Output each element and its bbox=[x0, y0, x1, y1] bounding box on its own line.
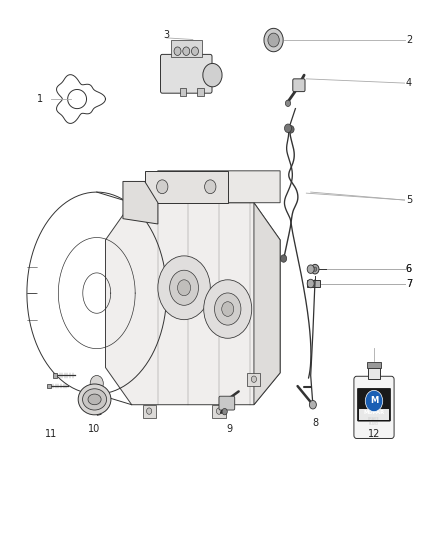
Text: 3: 3 bbox=[163, 30, 170, 41]
Text: 2: 2 bbox=[406, 35, 412, 45]
FancyBboxPatch shape bbox=[219, 396, 235, 410]
Text: BRAKE
FLUID: BRAKE FLUID bbox=[368, 417, 380, 426]
Ellipse shape bbox=[88, 394, 101, 405]
Bar bbox=[46, 384, 51, 388]
Circle shape bbox=[174, 47, 181, 55]
Bar bbox=[247, 373, 261, 386]
Text: 8: 8 bbox=[312, 418, 318, 429]
Text: 5: 5 bbox=[406, 195, 412, 205]
Circle shape bbox=[204, 280, 252, 338]
Text: 4: 4 bbox=[406, 78, 412, 88]
Circle shape bbox=[281, 255, 287, 262]
Circle shape bbox=[311, 264, 319, 274]
Text: 12: 12 bbox=[368, 429, 380, 439]
Polygon shape bbox=[106, 203, 280, 405]
Circle shape bbox=[156, 180, 168, 193]
Circle shape bbox=[170, 270, 198, 305]
Circle shape bbox=[191, 47, 198, 55]
Text: 11: 11 bbox=[45, 429, 57, 439]
Text: 10: 10 bbox=[88, 424, 101, 434]
FancyBboxPatch shape bbox=[160, 54, 212, 93]
Circle shape bbox=[313, 267, 317, 271]
Ellipse shape bbox=[78, 384, 111, 415]
Circle shape bbox=[286, 100, 290, 107]
Circle shape bbox=[365, 390, 383, 411]
Bar bbox=[180, 88, 186, 96]
Ellipse shape bbox=[82, 389, 106, 410]
Circle shape bbox=[307, 279, 314, 288]
Polygon shape bbox=[145, 171, 228, 203]
Circle shape bbox=[288, 126, 294, 133]
Polygon shape bbox=[132, 171, 280, 203]
FancyBboxPatch shape bbox=[293, 79, 305, 92]
Bar bbox=[212, 405, 226, 418]
Text: 7: 7 bbox=[406, 279, 412, 288]
Circle shape bbox=[251, 376, 257, 382]
Circle shape bbox=[264, 28, 283, 52]
Circle shape bbox=[285, 124, 291, 133]
Text: 1: 1 bbox=[37, 94, 43, 104]
Bar bbox=[143, 405, 155, 418]
Circle shape bbox=[216, 408, 222, 414]
Bar bbox=[197, 88, 204, 96]
Bar bbox=[307, 280, 320, 287]
Text: 9: 9 bbox=[227, 424, 233, 434]
Text: 7: 7 bbox=[406, 279, 412, 288]
FancyBboxPatch shape bbox=[354, 376, 394, 439]
Circle shape bbox=[203, 63, 222, 87]
Bar bbox=[53, 373, 57, 377]
Polygon shape bbox=[123, 181, 158, 224]
Text: M: M bbox=[370, 397, 378, 406]
Circle shape bbox=[222, 302, 234, 317]
Circle shape bbox=[307, 265, 314, 273]
Circle shape bbox=[215, 293, 241, 325]
Bar bbox=[359, 409, 389, 419]
Circle shape bbox=[177, 280, 191, 296]
Text: 6: 6 bbox=[406, 264, 412, 274]
Text: MOPAR: MOPAR bbox=[364, 410, 385, 415]
Circle shape bbox=[183, 47, 190, 55]
Circle shape bbox=[158, 256, 210, 320]
Circle shape bbox=[205, 180, 216, 193]
Circle shape bbox=[147, 408, 152, 414]
Text: 6: 6 bbox=[406, 264, 412, 274]
Polygon shape bbox=[254, 203, 280, 405]
Bar bbox=[171, 39, 201, 56]
Circle shape bbox=[309, 400, 316, 409]
Circle shape bbox=[222, 408, 227, 415]
Bar bbox=[367, 362, 381, 368]
FancyBboxPatch shape bbox=[357, 389, 391, 421]
Circle shape bbox=[268, 33, 279, 47]
Bar bbox=[368, 368, 380, 379]
Circle shape bbox=[90, 375, 103, 391]
